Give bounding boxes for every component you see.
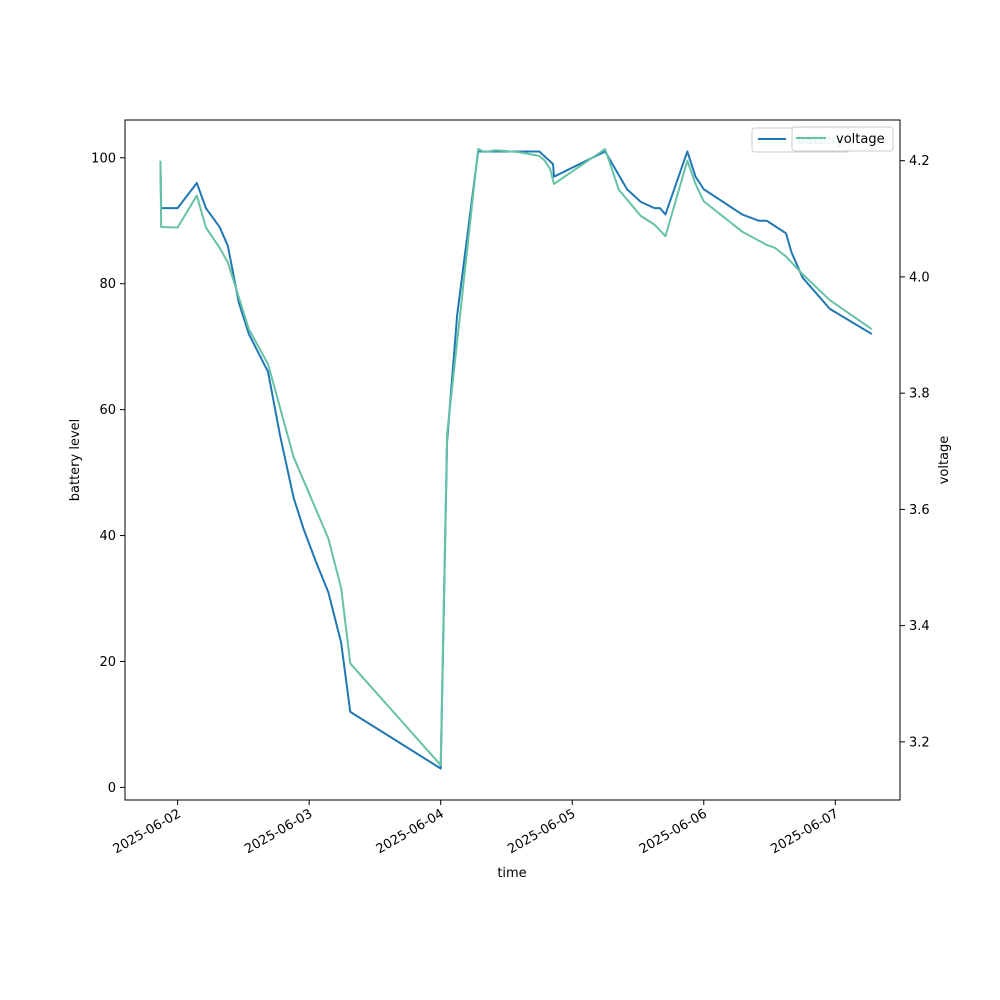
y-left-tick-label: 0	[108, 781, 116, 796]
voltage-series-line	[159, 148, 873, 767]
plot-frame	[124, 119, 901, 801]
y-axis-right-title: voltage	[937, 436, 952, 485]
y-right-tick-label: 3.8	[909, 387, 930, 402]
y-right-tick-label: 4.0	[909, 270, 930, 285]
y-left-tick-label: 40	[99, 529, 116, 544]
y-axis-right: 3.2 3.4 3.6 3.8 4.0 4.2	[900, 154, 930, 750]
y-left-tick-label: 100	[91, 151, 116, 166]
legend-voltage-label: voltage	[836, 132, 885, 147]
legend-voltage: voltage	[791, 126, 894, 152]
y-right-tick-label: 3.6	[909, 503, 930, 518]
y-axis-left-title: battery level	[68, 419, 83, 502]
y-right-tick-label: 3.2	[909, 735, 930, 750]
x-axis-title: time	[497, 866, 526, 881]
y-left-tick-label: 80	[99, 277, 116, 292]
series-layer	[159, 148, 873, 770]
y-left-tick-label: 60	[99, 403, 116, 418]
y-left-tick-label: 20	[99, 655, 116, 670]
legend-voltage-frame	[791, 126, 894, 152]
y-right-tick-label: 4.2	[909, 154, 930, 169]
y-right-tick-label: 3.4	[909, 619, 930, 634]
y-axis-left: 0 20 40 60 80 100	[91, 151, 125, 796]
